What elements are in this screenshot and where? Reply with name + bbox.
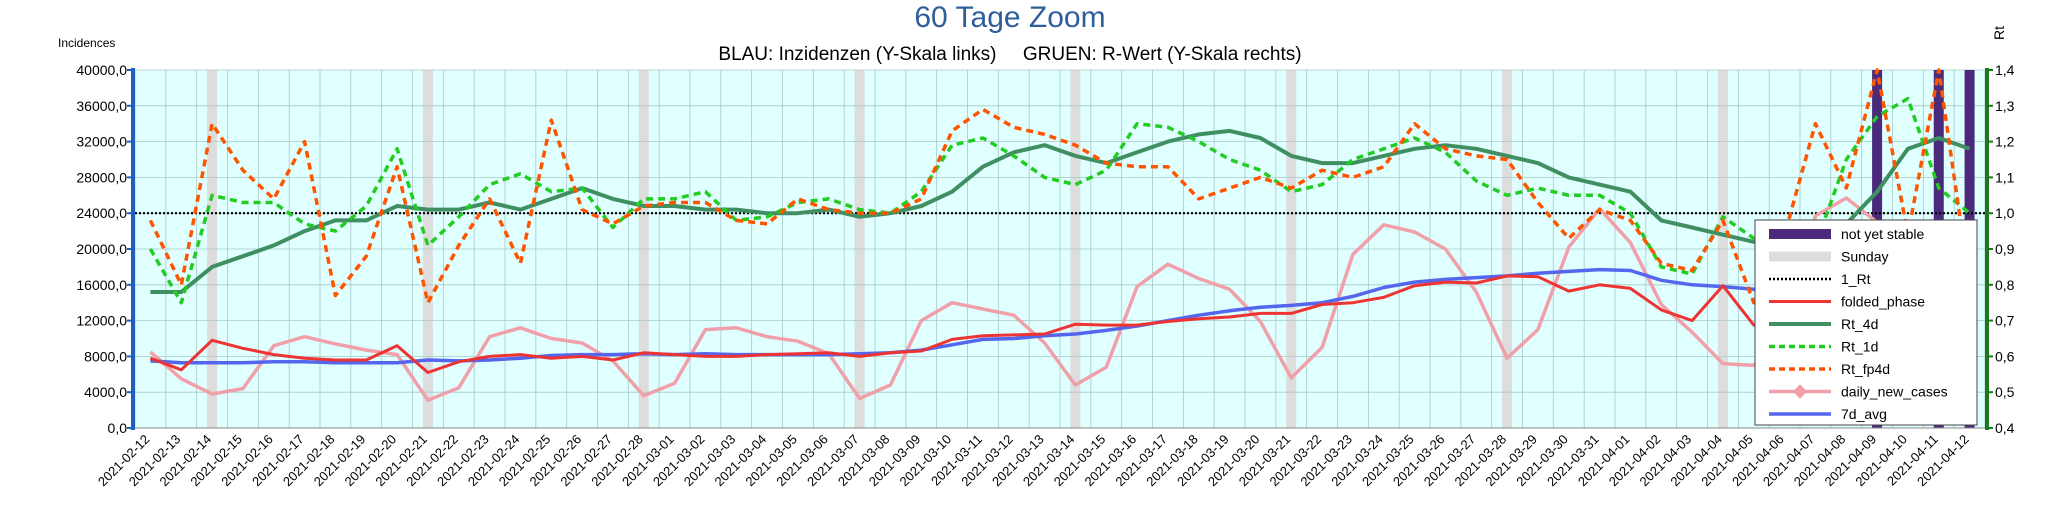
left-axis-label: Incidences [58,36,115,50]
series-folded-phase [149,221,1971,374]
right-tick-label: 0,9 [1995,241,2015,257]
right-tick-label: 0,8 [1995,277,2015,293]
left-tick-label: 4000,0 [84,384,127,400]
series-rt-fp4d [148,68,1972,305]
series-rt-1d [148,96,1971,323]
legend-label-1-rt: 1_Rt [1841,271,1871,287]
series-daily-new-cases [149,196,1971,403]
left-tick-label: 12000,0 [76,313,127,329]
legend-swatch-sunday [1769,251,1831,262]
legend-swatch-not-yet-stable [1769,229,1831,239]
right-axis-label: Rt [1991,26,2007,40]
right-tick-label: 1,0 [1995,205,2015,221]
legend-label-rt-4d: Rt_4d [1841,316,1878,332]
left-tick-label: 28000,0 [76,169,127,185]
right-tick-label: 0,7 [1995,313,2015,329]
right-tick-label: 1,1 [1995,169,2015,185]
right-tick-label: 0,6 [1995,348,2015,364]
left-tick-label: 20000,0 [76,241,127,257]
series-7d-avg [150,267,1970,365]
right-tick-label: 1,3 [1995,98,2015,114]
series-rt-4d [150,128,1971,294]
legend-marker-daily-new-cases [1792,384,1808,399]
chart-subtitle: BLAU: Inzidenzen (Y-Skala links) GRUEN: … [718,44,1301,65]
right-tick-label: 0,4 [1995,420,2015,436]
legend-label-7d-avg: 7d_avg [1841,406,1887,422]
right-tick-label: 1,2 [1995,134,2015,150]
left-tick-label: 8000,0 [84,348,127,364]
legend-label-sunday: Sunday [1841,249,1888,265]
left-tick-label: 0,0 [108,420,128,436]
legend-label-daily-new-cases: daily_new_cases [1841,384,1948,400]
left-tick-label: 36000,0 [76,98,127,114]
right-tick-label: 0,5 [1995,384,2015,400]
legend-label-rt-1d: Rt_1d [1841,339,1878,355]
left-tick-label: 40000,0 [76,62,127,78]
left-tick-label: 32000,0 [76,134,127,150]
legend-label-folded-phase: folded_phase [1841,294,1925,310]
left-tick-label: 16000,0 [76,277,127,293]
legend-label-rt-fp4d: Rt_fp4d [1841,361,1890,377]
right-tick-label: 1,4 [1995,62,2015,78]
legend-label-not-yet-stable: not yet stable [1841,226,1924,242]
left-tick-label: 24000,0 [76,205,127,221]
chart-title: 60 Tage Zoom [914,1,1105,34]
